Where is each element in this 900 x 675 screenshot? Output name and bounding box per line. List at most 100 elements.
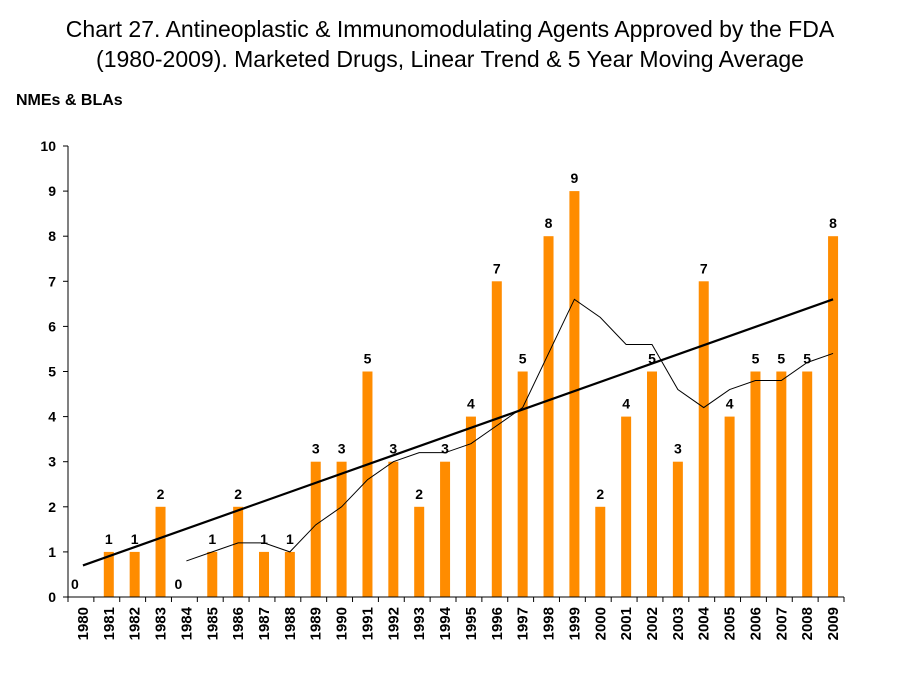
x-tick-label-1985: 1985 xyxy=(204,607,221,640)
x-tick-label-1986: 1986 xyxy=(230,607,247,640)
data-label-1982: 1 xyxy=(131,531,139,547)
bar-1998 xyxy=(543,236,554,597)
bars-group xyxy=(103,191,839,597)
x-tick-label-2000: 2000 xyxy=(592,607,609,640)
x-tick-label-1996: 1996 xyxy=(489,607,506,640)
data-label-1991: 5 xyxy=(364,351,372,367)
data-label-1992: 3 xyxy=(389,441,397,457)
bar-1993 xyxy=(414,506,425,597)
data-label-1986: 2 xyxy=(234,486,242,502)
x-tick-label-1990: 1990 xyxy=(334,607,351,640)
data-label-1981: 1 xyxy=(105,531,113,547)
y-tick-label-6: 6 xyxy=(48,318,56,334)
data-label-1994: 3 xyxy=(441,441,449,457)
bar-1989 xyxy=(310,461,321,597)
x-tick-label-1984: 1984 xyxy=(178,606,195,640)
x-tick-label-2009: 2009 xyxy=(825,607,842,640)
bar-2004 xyxy=(698,281,709,597)
data-label-2008: 5 xyxy=(803,351,811,367)
data-label-2004: 7 xyxy=(700,260,708,276)
bar-1996 xyxy=(491,281,502,597)
lines-group xyxy=(82,298,834,567)
x-tick-label-1989: 1989 xyxy=(308,607,325,640)
data-label-1990: 3 xyxy=(338,441,346,457)
data-label-1996: 7 xyxy=(493,260,501,276)
bar-2003 xyxy=(672,461,683,597)
bar-1986 xyxy=(233,506,244,597)
x-tick-label-1995: 1995 xyxy=(463,607,480,640)
data-label-1983: 2 xyxy=(157,486,165,502)
bar-1997 xyxy=(517,371,528,597)
x-tick-label-1992: 1992 xyxy=(385,607,402,640)
linear-trend-line xyxy=(82,298,834,567)
y-tick-label-4: 4 xyxy=(48,409,56,425)
data-label-1987: 1 xyxy=(260,531,268,547)
bar-1983 xyxy=(155,506,166,597)
data-label-1993: 2 xyxy=(415,486,423,502)
data-label-2005: 4 xyxy=(726,396,734,412)
bar-1982 xyxy=(129,551,140,597)
y-tick-label-7: 7 xyxy=(48,273,56,289)
data-label-2007: 5 xyxy=(777,351,785,367)
x-tick-label-2007: 2007 xyxy=(773,607,790,640)
data-label-2006: 5 xyxy=(752,351,760,367)
x-tick-label-1982: 1982 xyxy=(127,607,144,640)
data-label-1985: 1 xyxy=(208,531,216,547)
x-tick-label-2005: 2005 xyxy=(722,607,739,640)
bar-2007 xyxy=(776,371,787,597)
x-tick-label-1999: 1999 xyxy=(566,607,583,640)
data-label-2001: 4 xyxy=(622,396,630,412)
x-tick-label-1987: 1987 xyxy=(256,607,273,640)
moving-average-line xyxy=(186,298,834,562)
x-tick-label-1988: 1988 xyxy=(282,607,299,640)
x-tick-label-2008: 2008 xyxy=(799,607,816,640)
x-tick-label-2006: 2006 xyxy=(747,607,764,640)
chart-title-line-2: (1980-2009). Marketed Drugs, Linear Tren… xyxy=(96,46,804,72)
data-label-1989: 3 xyxy=(312,441,320,457)
x-tick-label-1997: 1997 xyxy=(515,607,532,640)
data-label-1997: 5 xyxy=(519,351,527,367)
bar-2001 xyxy=(621,416,632,597)
data-label-2009: 8 xyxy=(829,215,837,231)
bar-1990 xyxy=(336,461,347,597)
bar-1987 xyxy=(259,551,269,597)
bar-1985 xyxy=(207,551,218,597)
bar-1995 xyxy=(465,416,476,597)
bar-2000 xyxy=(595,506,606,597)
data-label-1984: 0 xyxy=(175,576,183,592)
y-tick-label-5: 5 xyxy=(48,364,56,380)
x-tick-label-1994: 1994 xyxy=(437,606,454,640)
bar-1994 xyxy=(440,461,451,597)
y-tick-label-2: 2 xyxy=(48,499,56,515)
data-label-1995: 4 xyxy=(467,396,475,412)
data-label-2002: 5 xyxy=(648,351,656,367)
x-tick-label-2003: 2003 xyxy=(670,607,687,640)
bar-1988 xyxy=(284,551,295,597)
labels-group: 0 1 1 2 0 1 2 1 1 3 3 5 3 2 3 4 7 5 8 9 2 4 5 3 7 4 5 5 5 8 xyxy=(71,170,837,592)
data-label-2000: 2 xyxy=(596,486,604,502)
y-tick-label-3: 3 xyxy=(48,454,56,470)
y-tick-label-10: 10 xyxy=(40,138,56,154)
x-tick-label-2001: 2001 xyxy=(618,607,635,640)
y-tick-label-9: 9 xyxy=(48,183,56,199)
x-tick-label-1998: 1998 xyxy=(541,607,558,640)
x-tick-label-1993: 1993 xyxy=(411,607,428,640)
data-label-1980: 0 xyxy=(71,576,79,592)
x-tick-label-1981: 1981 xyxy=(101,607,118,640)
bar-1992 xyxy=(388,461,399,597)
y-tick-label-1: 1 xyxy=(48,544,56,560)
y-tick-label-8: 8 xyxy=(48,228,56,244)
data-label-1999: 9 xyxy=(571,170,579,186)
data-label-2003: 3 xyxy=(674,441,682,457)
data-label-1998: 8 xyxy=(545,215,553,231)
chart-title: Chart 27. Antineoplastic & Immunomodulat… xyxy=(0,14,900,74)
x-tick-label-1983: 1983 xyxy=(153,607,170,640)
bar-2002 xyxy=(647,371,657,597)
data-label-1988: 1 xyxy=(286,531,294,547)
bar-2009 xyxy=(828,236,839,597)
y-tick-label-0: 0 xyxy=(48,589,56,605)
bar-1999 xyxy=(569,191,580,597)
bar-2006 xyxy=(750,371,761,597)
